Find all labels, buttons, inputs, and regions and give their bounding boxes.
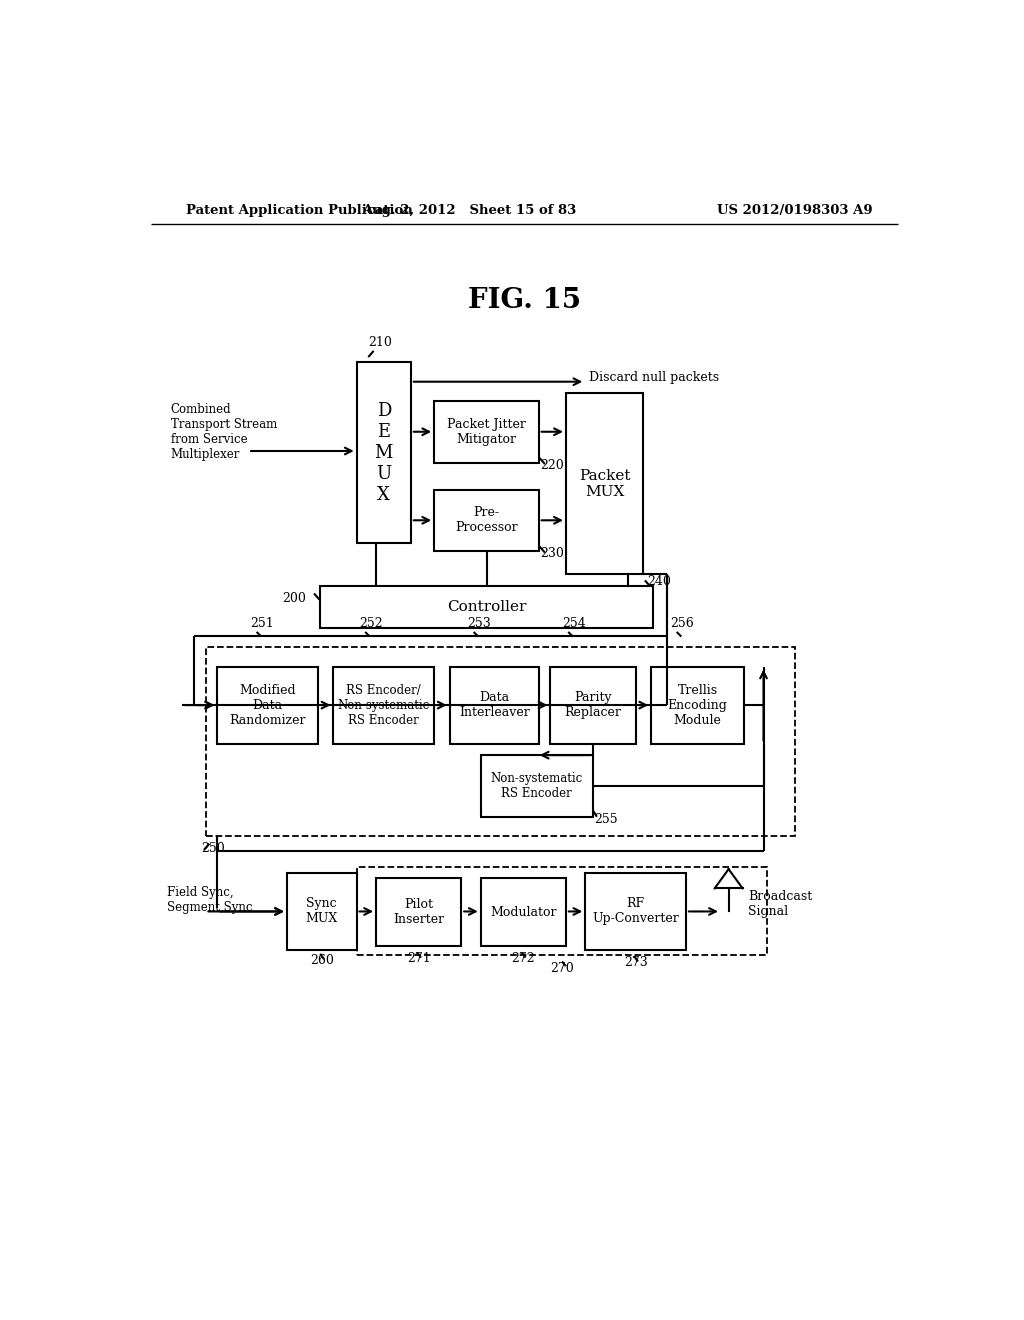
- Text: 254: 254: [562, 618, 586, 631]
- Text: Non-systematic
RS Encoder: Non-systematic RS Encoder: [490, 772, 583, 800]
- Text: Packet
MUX: Packet MUX: [579, 469, 631, 499]
- Text: RS Encoder/
Non-systematic
RS Encoder: RS Encoder/ Non-systematic RS Encoder: [338, 684, 430, 726]
- Text: Patent Application Publication: Patent Application Publication: [186, 205, 413, 218]
- Text: Discard null packets: Discard null packets: [589, 371, 719, 384]
- Text: Trellis
Encoding
Module: Trellis Encoding Module: [668, 684, 728, 726]
- Text: 240: 240: [647, 576, 671, 589]
- Text: Sync
MUX: Sync MUX: [305, 898, 338, 925]
- Text: Data
Interleaver: Data Interleaver: [459, 692, 529, 719]
- Bar: [376, 878, 461, 946]
- Text: Pilot
Inserter: Pilot Inserter: [393, 898, 444, 927]
- Text: 256: 256: [671, 618, 694, 631]
- Text: Packet Jitter
Mitigator: Packet Jitter Mitigator: [447, 417, 526, 446]
- Bar: [434, 490, 539, 552]
- Bar: [480, 755, 593, 817]
- Text: Combined
Transport Stream
from Service
Multiplexer: Combined Transport Stream from Service M…: [171, 403, 276, 461]
- Bar: [217, 667, 317, 743]
- Text: 252: 252: [359, 618, 383, 631]
- Text: D
E
M
U
X: D E M U X: [375, 403, 393, 503]
- Bar: [356, 867, 767, 956]
- Text: Modulator: Modulator: [490, 906, 556, 919]
- Bar: [287, 873, 356, 950]
- Text: Controller: Controller: [447, 599, 526, 614]
- Text: Modified
Data
Randomizer: Modified Data Randomizer: [229, 684, 306, 726]
- Text: 251: 251: [251, 618, 274, 631]
- Text: 273: 273: [624, 956, 647, 969]
- Text: 200: 200: [283, 593, 306, 606]
- Bar: [566, 393, 643, 574]
- Text: 250: 250: [202, 842, 225, 855]
- Text: 271: 271: [407, 952, 430, 965]
- Bar: [206, 647, 795, 836]
- Bar: [356, 363, 411, 544]
- Bar: [334, 667, 434, 743]
- Bar: [550, 667, 636, 743]
- Text: 270: 270: [550, 961, 573, 974]
- Bar: [651, 667, 744, 743]
- Bar: [321, 586, 653, 628]
- Bar: [480, 878, 566, 946]
- Text: RF
Up-Converter: RF Up-Converter: [592, 898, 679, 925]
- Text: 260: 260: [310, 954, 334, 966]
- Text: 220: 220: [541, 459, 564, 471]
- Text: 255: 255: [595, 813, 618, 826]
- Text: Field Sync,
Segment Sync: Field Sync, Segment Sync: [167, 886, 252, 913]
- Bar: [586, 873, 686, 950]
- Text: Aug. 2, 2012   Sheet 15 of 83: Aug. 2, 2012 Sheet 15 of 83: [361, 205, 577, 218]
- Text: 253: 253: [467, 618, 492, 631]
- Bar: [434, 401, 539, 462]
- Text: 272: 272: [511, 952, 536, 965]
- Text: FIG. 15: FIG. 15: [468, 288, 582, 314]
- Text: Broadcast
Signal: Broadcast Signal: [748, 890, 812, 917]
- Text: 210: 210: [369, 337, 392, 350]
- Text: 230: 230: [541, 548, 564, 560]
- Text: US 2012/0198303 A9: US 2012/0198303 A9: [717, 205, 872, 218]
- Text: Pre-
Processor: Pre- Processor: [455, 507, 518, 535]
- Bar: [450, 667, 539, 743]
- Text: Parity
Replacer: Parity Replacer: [564, 692, 622, 719]
